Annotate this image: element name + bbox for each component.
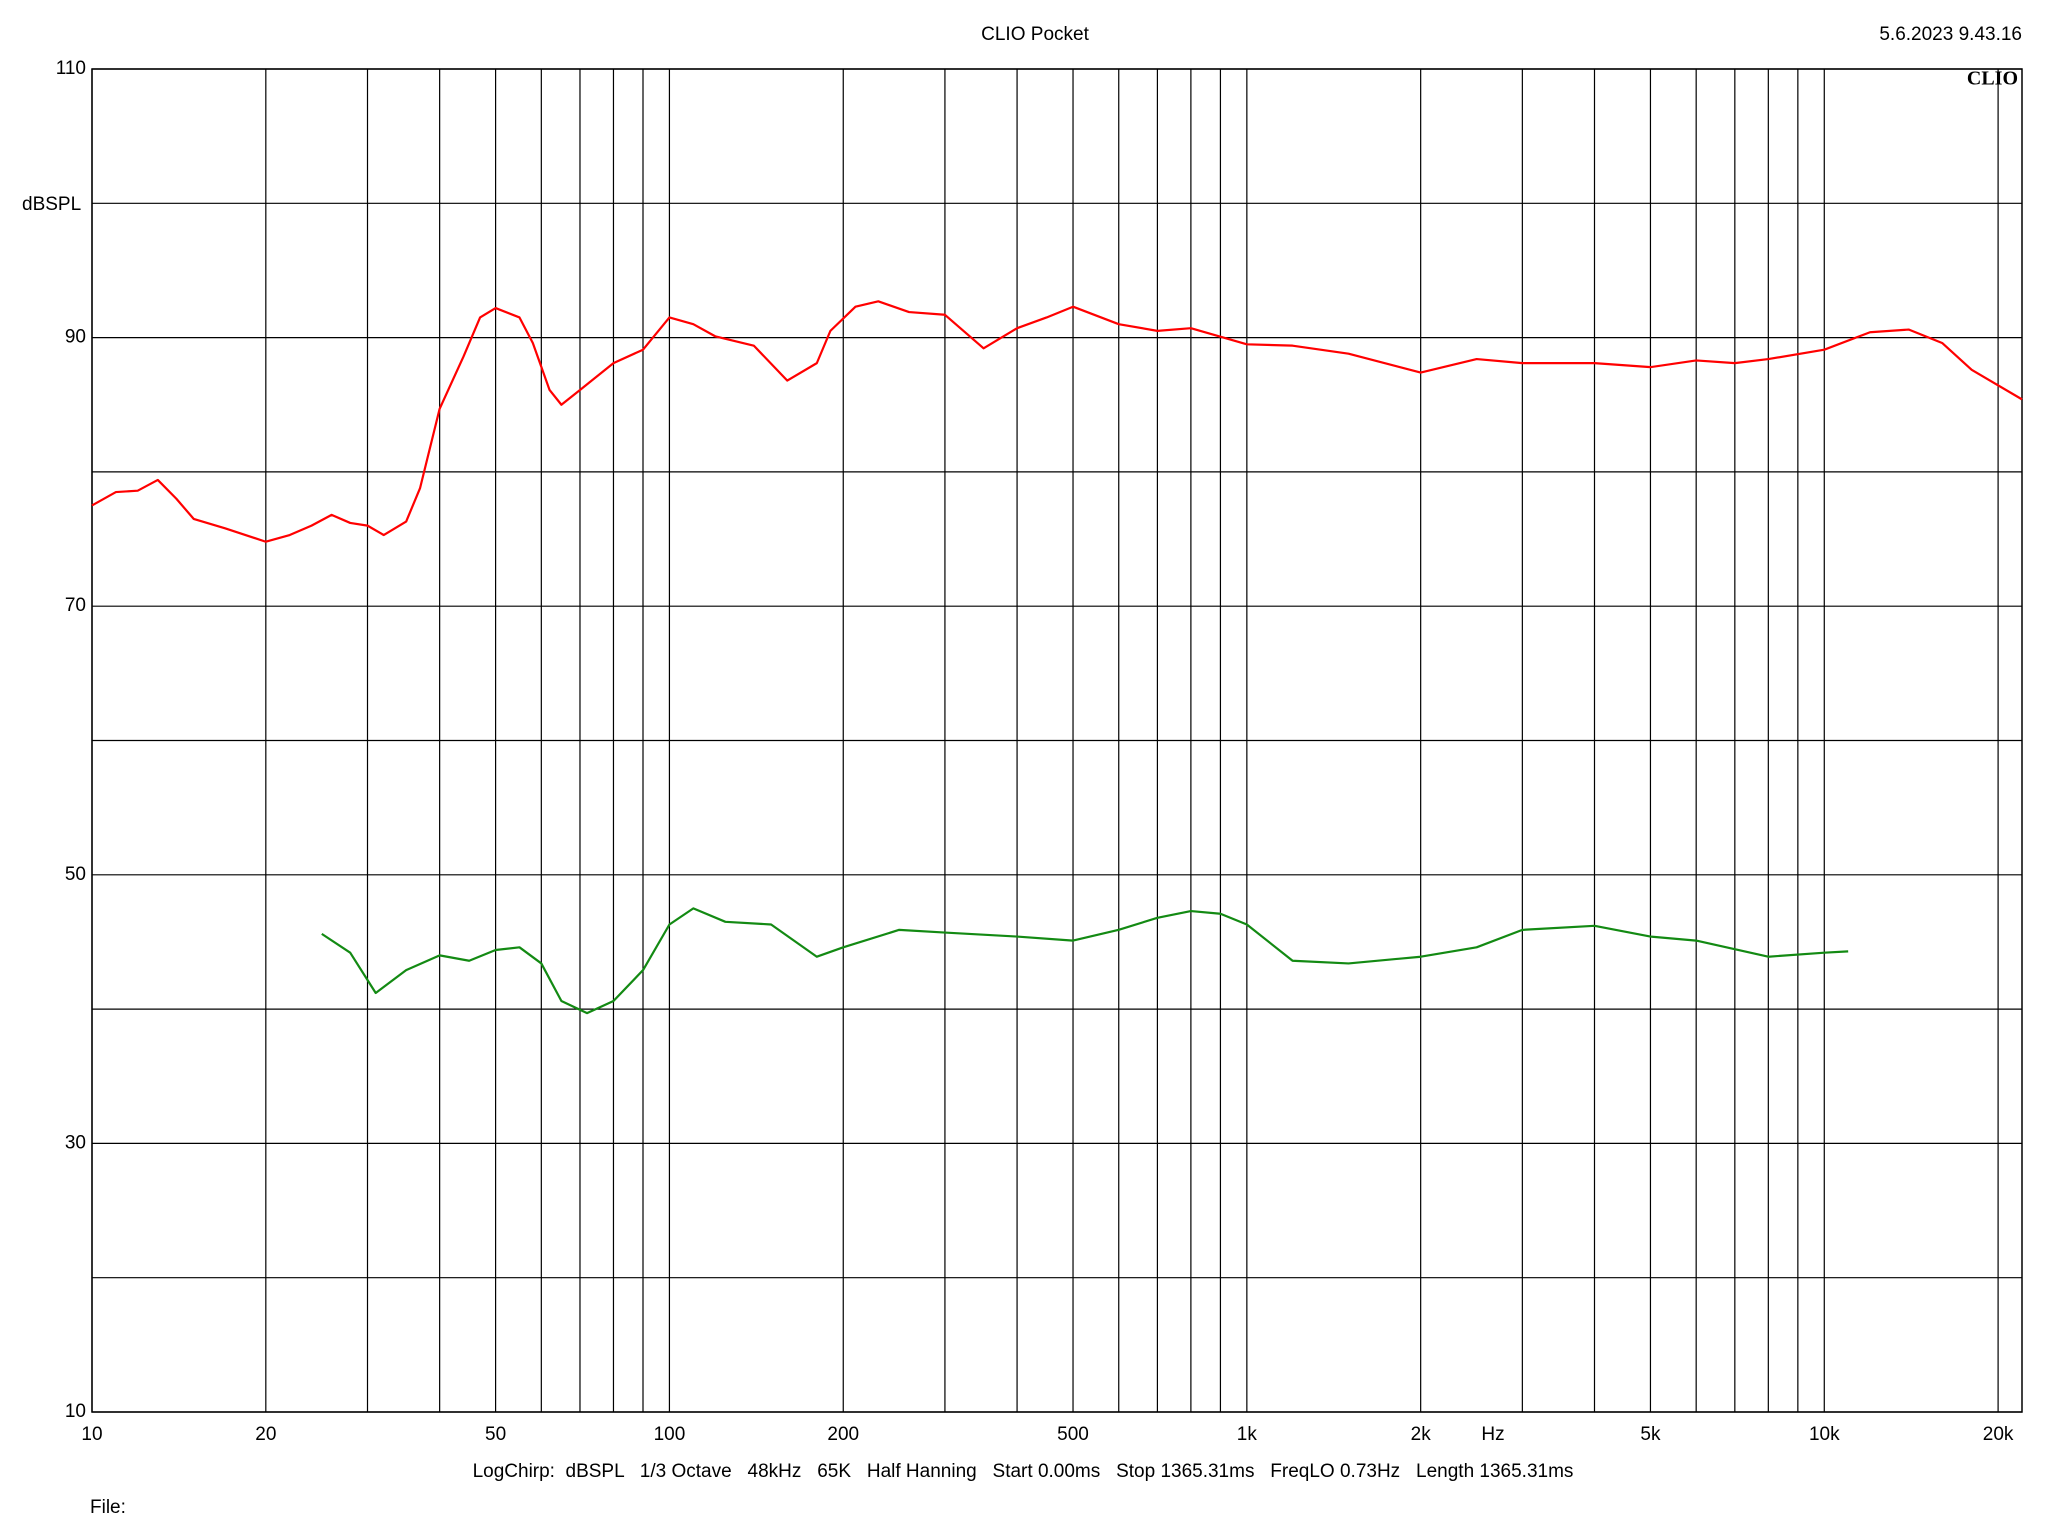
x-tick-label: 500 [1057, 1424, 1089, 1445]
x-tick-label: 50 [485, 1424, 506, 1445]
y-tick-label: 10 [65, 1401, 86, 1422]
data-line [91, 300, 2023, 543]
y-tick-label: 110 [56, 58, 86, 79]
x-tick-label: 2k [1411, 1424, 1432, 1445]
y-tick-label: 50 [65, 864, 86, 885]
logo: CLIO [1967, 68, 2018, 90]
x-tick-label: 1k [1237, 1424, 1258, 1445]
y-tick-label: 90 [65, 327, 86, 348]
x-tick-label: 10 [81, 1424, 102, 1445]
x-tick-label: 20k [1983, 1424, 2014, 1445]
x-tick-label: 100 [654, 1424, 686, 1445]
footer: LogChirp: dBSPL 1/3 Octave 48kHz 65K Hal… [473, 1461, 1574, 1482]
timestamp: 5.6.2023 9.43.16 [1879, 24, 2022, 45]
data-line [321, 907, 1849, 1015]
x-tick-label: 20 [255, 1424, 276, 1445]
chart-title: CLIO Pocket [981, 24, 1089, 45]
file-label: File: [90, 1497, 126, 1518]
y-axis-label: dBSPL [22, 194, 81, 215]
x-axis-label: Hz [1481, 1424, 1504, 1445]
y-tick-label: 70 [65, 595, 86, 616]
x-tick-label: 5k [1640, 1424, 1661, 1445]
x-tick-label: 200 [827, 1424, 859, 1445]
x-tick-label: 10k [1809, 1424, 1840, 1445]
y-tick-label: 30 [65, 1132, 86, 1153]
